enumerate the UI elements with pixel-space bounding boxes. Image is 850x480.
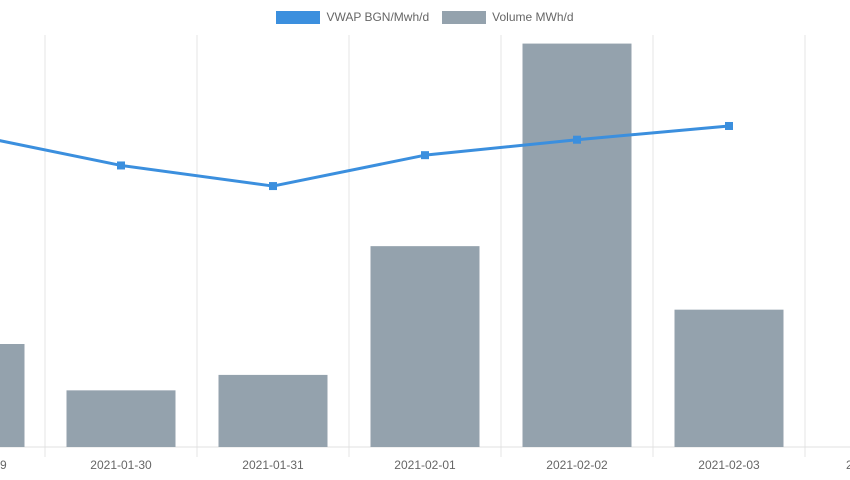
- bars-layer: [0, 43, 784, 447]
- line-layer: [0, 121, 733, 191]
- bar-volume-2021-02-01: [370, 246, 480, 447]
- vwap-point-2021-02-02: [573, 135, 581, 144]
- vwap-point-2021-01-30: [117, 161, 125, 170]
- legend-item-vwap[interactable]: VWAP BGN/Mwh/d: [276, 10, 429, 24]
- bar-volume-2021-01-29: [0, 344, 25, 447]
- vwap-point-2021-01-31: [269, 182, 277, 191]
- x-tick-label-2021-01-29: 9: [0, 458, 7, 472]
- bar-volume-2021-01-30: [66, 390, 176, 447]
- legend-swatch-volume: [442, 10, 487, 24]
- legend-label-volume: Volume MWh/d: [492, 10, 574, 24]
- x-tick-label-2021-02-04: 2: [846, 458, 850, 472]
- vwap-point-2021-02-03: [725, 121, 733, 130]
- bar-volume-2021-01-31: [218, 374, 328, 447]
- x-tick-label-2021-02-01: 2021-02-01: [394, 458, 456, 472]
- bar-volume-2021-02-03: [674, 309, 784, 447]
- chart-legend: VWAP BGN/Mwh/d Volume MWh/d: [0, 7, 850, 27]
- x-tick-label-2021-02-03: 2021-02-03: [698, 458, 760, 472]
- x-tick-label-2021-01-31: 2021-01-31: [242, 458, 304, 472]
- vwap-point-2021-02-01: [421, 151, 429, 160]
- ticks-layer: 9 2021-01-30 2021-01-31 2021-02-01 2021-02-0…: [0, 458, 850, 472]
- legend-item-volume[interactable]: Volume MWh/d: [442, 10, 574, 24]
- legend-label-vwap: VWAP BGN/Mwh/d: [326, 10, 430, 24]
- x-tick-label-2021-02-02: 2021-02-02: [546, 458, 608, 472]
- x-tick-label-2021-01-30: 2021-01-30: [90, 458, 152, 472]
- legend-swatch-vwap: [276, 10, 321, 24]
- vwap-line: [0, 124, 730, 188]
- bar-volume-2021-02-02: [522, 43, 632, 447]
